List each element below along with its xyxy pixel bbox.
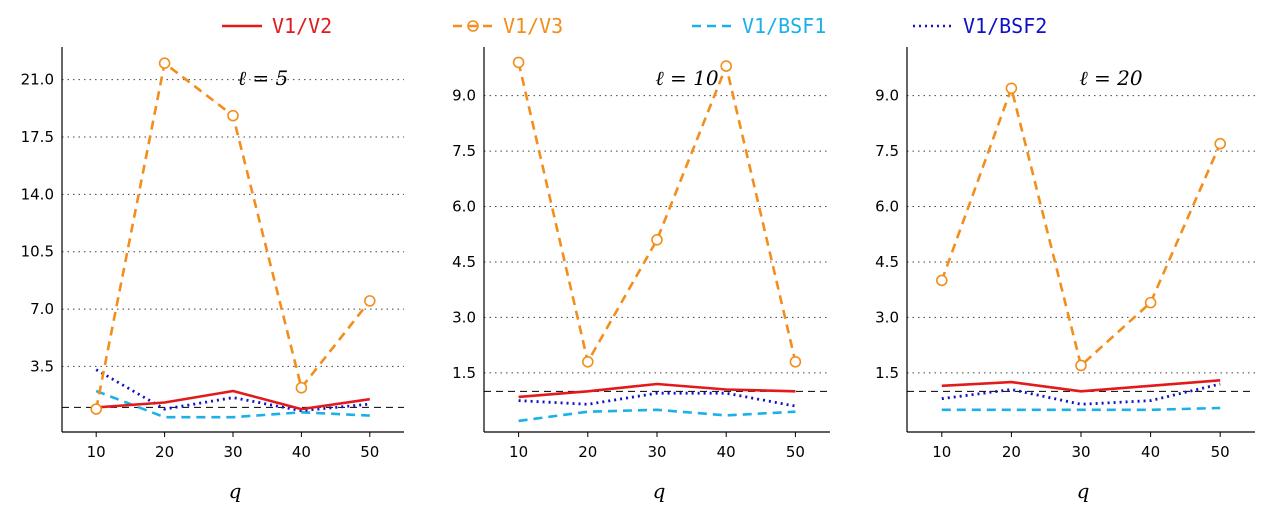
x-tick-label: 40 [1141, 443, 1160, 461]
data-point [1214, 137, 1226, 150]
legend-item: V1/BSF2 [913, 14, 1047, 38]
legend-label: V1/BSF1 [742, 14, 826, 38]
y-tick-label: 14.0 [21, 185, 54, 203]
legend-label: V1/BSF2 [963, 14, 1047, 38]
y-tick-label: 10.5 [21, 243, 54, 261]
data-point [90, 403, 102, 415]
series-line-v1-v2 [941, 379, 1221, 393]
chart-panel: 1.5 3.0 4.5 6.0 7.5 9.0 10 20 30 40 50 q ℓ = 10 [452, 47, 830, 503]
series-line-v1-bsf2 [518, 391, 796, 408]
x-tick-label: 10 [509, 443, 528, 461]
y-tick-label: 4.5 [875, 253, 899, 271]
x-tick-label: 30 [223, 443, 242, 461]
series-line-v1-v3 [940, 87, 1222, 367]
legend: V1/V2 V1/V3 V1/BSF1 V1/BSF2 [222, 14, 1047, 38]
data-point [295, 381, 308, 394]
y-tick-label: 7.0 [30, 300, 54, 318]
data-point [651, 234, 663, 246]
data-point [720, 60, 733, 72]
x-tick-label: 30 [647, 443, 666, 461]
x-axis-label: q [653, 479, 666, 503]
y-tick-label: 7.5 [452, 142, 476, 160]
data-point [512, 56, 525, 69]
chart-panels: 3.5 7.0 10.5 14.0 17.5 21.0 10 20 30 40 50 q ℓ = 5 1.… [21, 47, 1255, 503]
series-line-v1-bsf1 [518, 408, 796, 423]
series-line-v1-bsf2 [95, 368, 370, 413]
y-tick-label: 3.5 [30, 357, 54, 375]
series-line-v1-v2 [518, 382, 796, 399]
x-tick-label: 40 [292, 443, 311, 461]
y-tick-label: 17.5 [21, 128, 54, 146]
y-tick-label: 4.5 [452, 253, 476, 271]
series-line-v1-bsf2 [941, 382, 1221, 406]
y-tick-label: 6.0 [452, 198, 476, 216]
x-tick-label: 50 [1211, 443, 1230, 461]
x-tick-label: 50 [360, 443, 379, 461]
legend-label: V1/V3 [503, 14, 563, 38]
y-tick-label: 6.0 [875, 198, 899, 216]
data-point [581, 355, 594, 368]
data-point [789, 355, 802, 368]
series-line-v1-v2 [96, 389, 370, 411]
series-line-v1-bsf1 [95, 389, 370, 419]
y-tick-label: 3.0 [875, 308, 899, 326]
data-point [1144, 296, 1157, 309]
panel-title: ℓ = 5 [238, 66, 289, 90]
series-line-v1-v3 [517, 62, 797, 364]
series-line-v1-bsf1 [941, 406, 1221, 412]
y-tick-label: 1.5 [452, 364, 476, 382]
y-tick-label: 9.0 [452, 87, 476, 105]
x-axis-label: q [1077, 479, 1090, 503]
y-tick-label: 1.5 [875, 364, 899, 382]
x-tick-label: 40 [717, 443, 736, 461]
x-tick-label: 30 [1071, 443, 1090, 461]
panel-title: ℓ = 20 [1079, 66, 1143, 90]
y-tick-label: 3.0 [452, 308, 476, 326]
legend-item: V1/V2 [222, 14, 332, 38]
x-tick-label: 10 [87, 443, 106, 461]
x-tick-label: 20 [155, 443, 174, 461]
x-tick-label: 20 [578, 443, 597, 461]
chart-panel: 3.5 7.0 10.5 14.0 17.5 21.0 10 20 30 40 50 q ℓ = 5 [21, 47, 404, 503]
data-point [1075, 359, 1087, 372]
data-point [158, 57, 171, 69]
legend-label: V1/V2 [272, 14, 332, 38]
x-axis-label: q [229, 479, 242, 503]
data-point [1005, 82, 1018, 95]
data-point [227, 109, 239, 122]
x-tick-label: 20 [1002, 443, 1021, 461]
legend-item: V1/V3 [453, 14, 563, 38]
legend-marker [467, 20, 479, 32]
y-tick-label: 7.5 [875, 142, 899, 160]
data-point [363, 295, 376, 307]
legend-item: V1/BSF1 [692, 14, 826, 38]
data-point [935, 274, 948, 287]
x-tick-label: 50 [786, 443, 805, 461]
y-tick-label: 21.0 [21, 71, 54, 89]
panel-title: ℓ = 10 [655, 66, 719, 90]
y-tick-label: 9.0 [875, 87, 899, 105]
x-tick-label: 10 [932, 443, 951, 461]
chart-panel: 1.5 3.0 4.5 6.0 7.5 9.0 10 20 30 40 50 q ℓ = 20 [875, 47, 1255, 503]
